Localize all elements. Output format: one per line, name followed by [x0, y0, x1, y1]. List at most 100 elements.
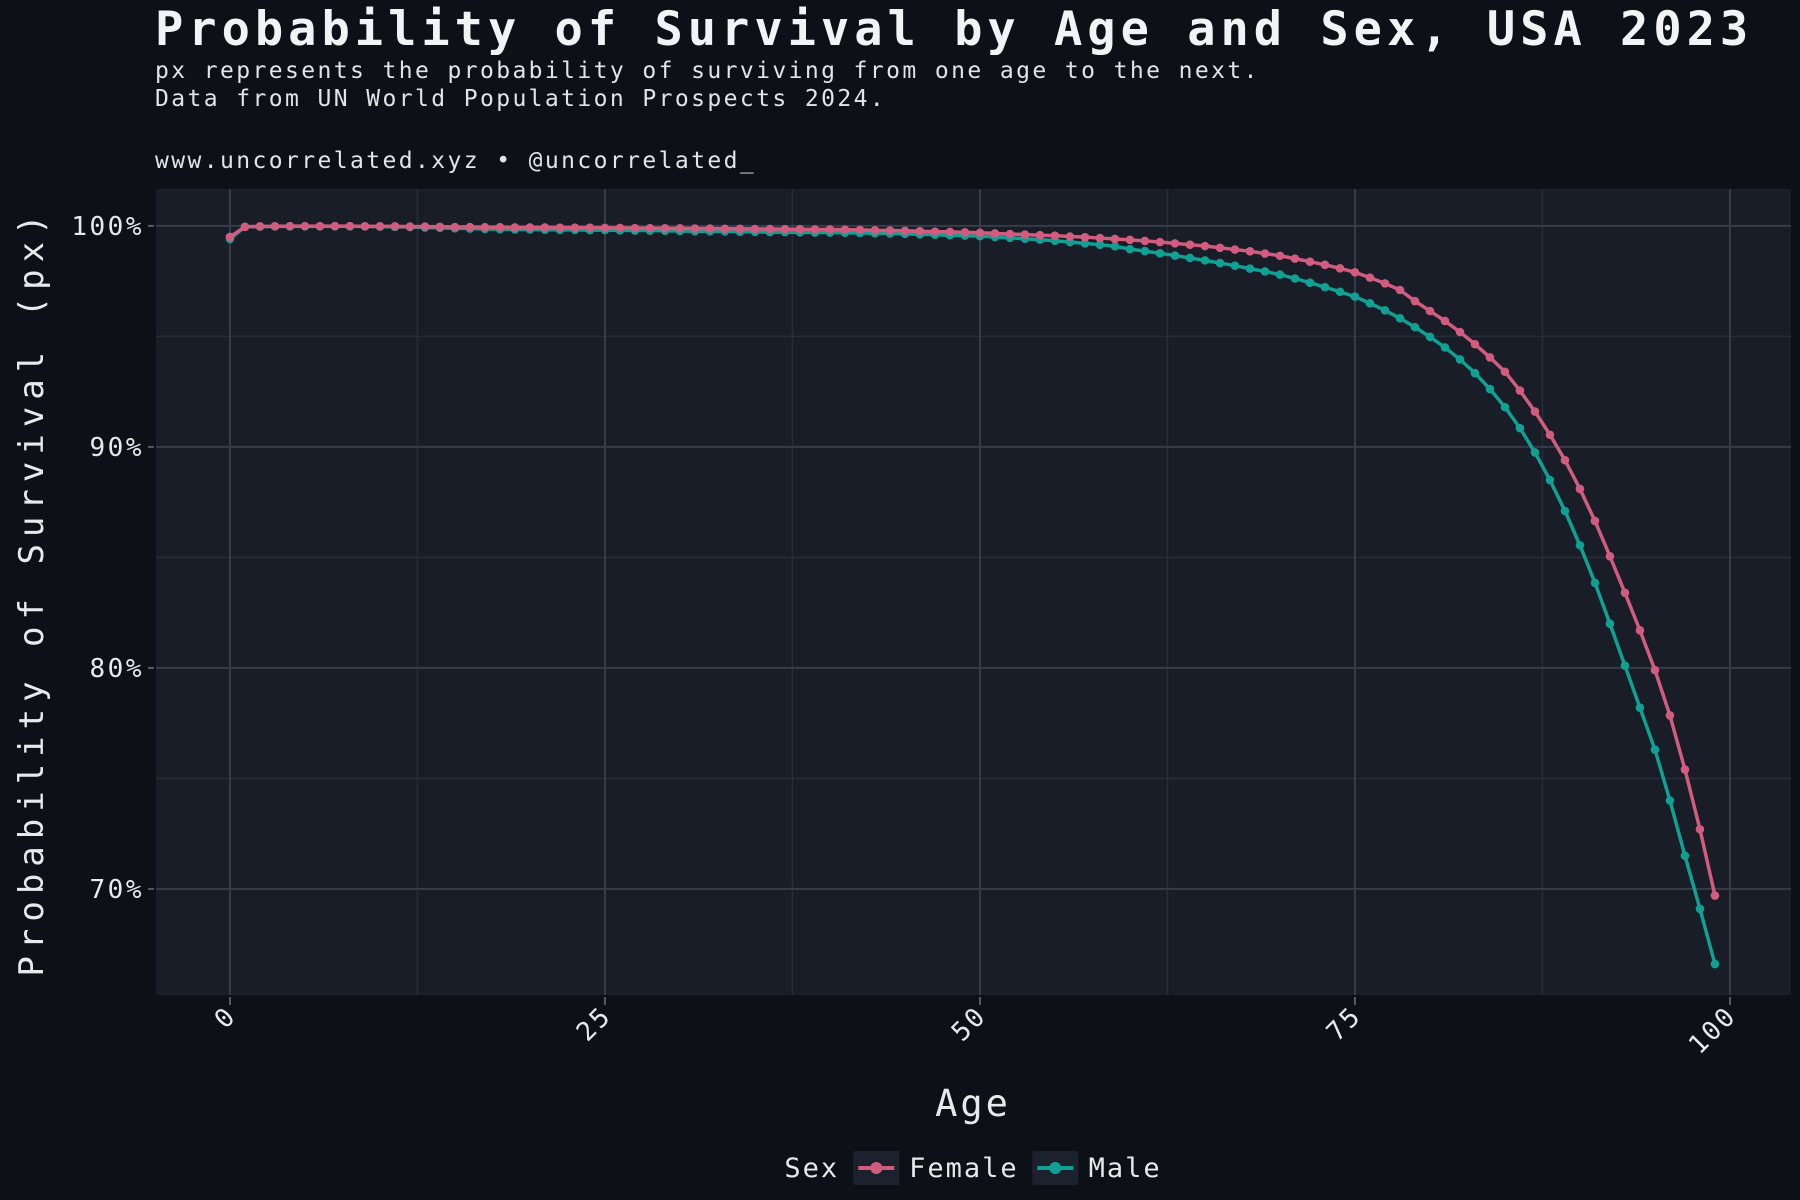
data-point-male [1500, 402, 1510, 412]
data-point-female [225, 232, 235, 242]
data-point-female [390, 222, 400, 231]
data-point-female [1230, 245, 1240, 254]
data-point-female [1200, 241, 1210, 251]
data-point-male [1560, 506, 1570, 516]
data-point-male [1215, 258, 1225, 268]
data-point-female [1425, 306, 1435, 316]
data-point-female [840, 225, 850, 234]
data-point-female [855, 225, 865, 235]
data-point-male [1290, 274, 1300, 283]
data-point-female [510, 223, 520, 232]
data-point-female [435, 222, 445, 232]
data-point-female [1140, 236, 1150, 246]
data-point-male [1365, 298, 1375, 308]
legend-item-male: Male [1032, 1151, 1162, 1185]
data-point-female [570, 223, 580, 232]
data-point-female [1035, 230, 1045, 240]
data-point-female [1470, 339, 1480, 349]
data-point-female [600, 223, 610, 233]
data-point-male [1515, 423, 1525, 433]
data-point-female [885, 226, 895, 235]
x-tick-label: 0 [209, 1001, 243, 1035]
chart-caption: www.uncorrelated.xyz • @uncorrelated_ [155, 148, 757, 174]
data-point-female [810, 225, 820, 234]
data-point-female [1710, 891, 1720, 900]
legend-label-male: Male [1088, 1152, 1162, 1184]
chart-subtitle-line2: Data from UN World Population Prospects … [155, 86, 887, 112]
data-point-female [975, 228, 985, 238]
data-point-female [1500, 367, 1510, 377]
data-point-female [915, 226, 925, 236]
data-point-female [1680, 765, 1690, 774]
data-point-female [660, 224, 670, 233]
data-point-male [1320, 282, 1330, 292]
data-point-male [1635, 703, 1645, 712]
y-tick-label: 80% [90, 654, 144, 684]
x-tick-label: 25 [571, 1001, 618, 1048]
legend-label-female: Female [909, 1152, 1019, 1184]
data-point-female [1455, 327, 1465, 337]
data-point-female [930, 227, 940, 236]
data-point-female [270, 222, 280, 231]
data-point-male [1155, 249, 1165, 258]
data-point-male [1575, 540, 1585, 550]
data-point-female [405, 222, 415, 231]
data-point-female [1125, 235, 1135, 245]
data-point-male [1620, 661, 1630, 671]
data-point-male [1185, 253, 1195, 263]
series-line-female [228, 224, 1717, 898]
data-point-female [780, 224, 790, 234]
data-point-female [825, 225, 835, 234]
data-point-female [1185, 240, 1195, 249]
chart-subtitle: px represents the probability of survivi… [155, 57, 1260, 113]
data-point-female [1095, 233, 1105, 243]
data-point-female [720, 224, 730, 234]
data-point-female [540, 223, 550, 232]
data-point-male [1605, 619, 1615, 629]
data-point-male [1530, 448, 1540, 457]
data-point-female [330, 221, 340, 231]
data-point-female [315, 221, 325, 231]
data-point-female [1290, 254, 1300, 263]
data-point-male [1665, 796, 1675, 805]
y-tick-label: 70% [90, 875, 144, 905]
data-point-female [1485, 353, 1495, 362]
data-point-female [675, 224, 685, 233]
female-line-key-icon [853, 1151, 900, 1185]
data-point-female [1560, 455, 1570, 465]
data-point-female [1260, 249, 1270, 258]
data-point-female [1080, 232, 1090, 242]
data-point-female [705, 224, 715, 233]
data-point-female [1335, 264, 1345, 273]
data-point-male [1455, 355, 1465, 364]
data-point-female [1215, 243, 1225, 253]
data-point-male [1170, 251, 1180, 260]
data-point-female [1065, 232, 1075, 241]
data-point-female [1515, 386, 1525, 395]
data-point-male [1305, 278, 1315, 288]
data-point-female [420, 222, 430, 231]
data-point-male [1410, 322, 1420, 332]
plot-panel [156, 189, 1791, 995]
data-point-female [360, 222, 370, 231]
data-point-female [900, 226, 910, 236]
data-point-female [345, 221, 355, 231]
data-point-female [1695, 824, 1705, 834]
data-point-male [1140, 246, 1150, 256]
data-point-female [450, 222, 460, 232]
data-point-female [240, 222, 250, 232]
data-point-female [735, 224, 745, 234]
data-point-female [1620, 588, 1630, 598]
data-point-female [1005, 229, 1015, 239]
data-point-female [615, 223, 625, 233]
data-point-female [1110, 234, 1120, 244]
data-point-male [1245, 264, 1255, 273]
data-point-female [300, 221, 310, 231]
data-point-female [1020, 230, 1030, 239]
data-point-female [1050, 231, 1060, 240]
data-point-female [1275, 251, 1285, 261]
data-point-female [795, 224, 805, 234]
data-point-female [525, 223, 535, 232]
data-point-female [480, 222, 490, 232]
data-point-female [1395, 285, 1405, 295]
